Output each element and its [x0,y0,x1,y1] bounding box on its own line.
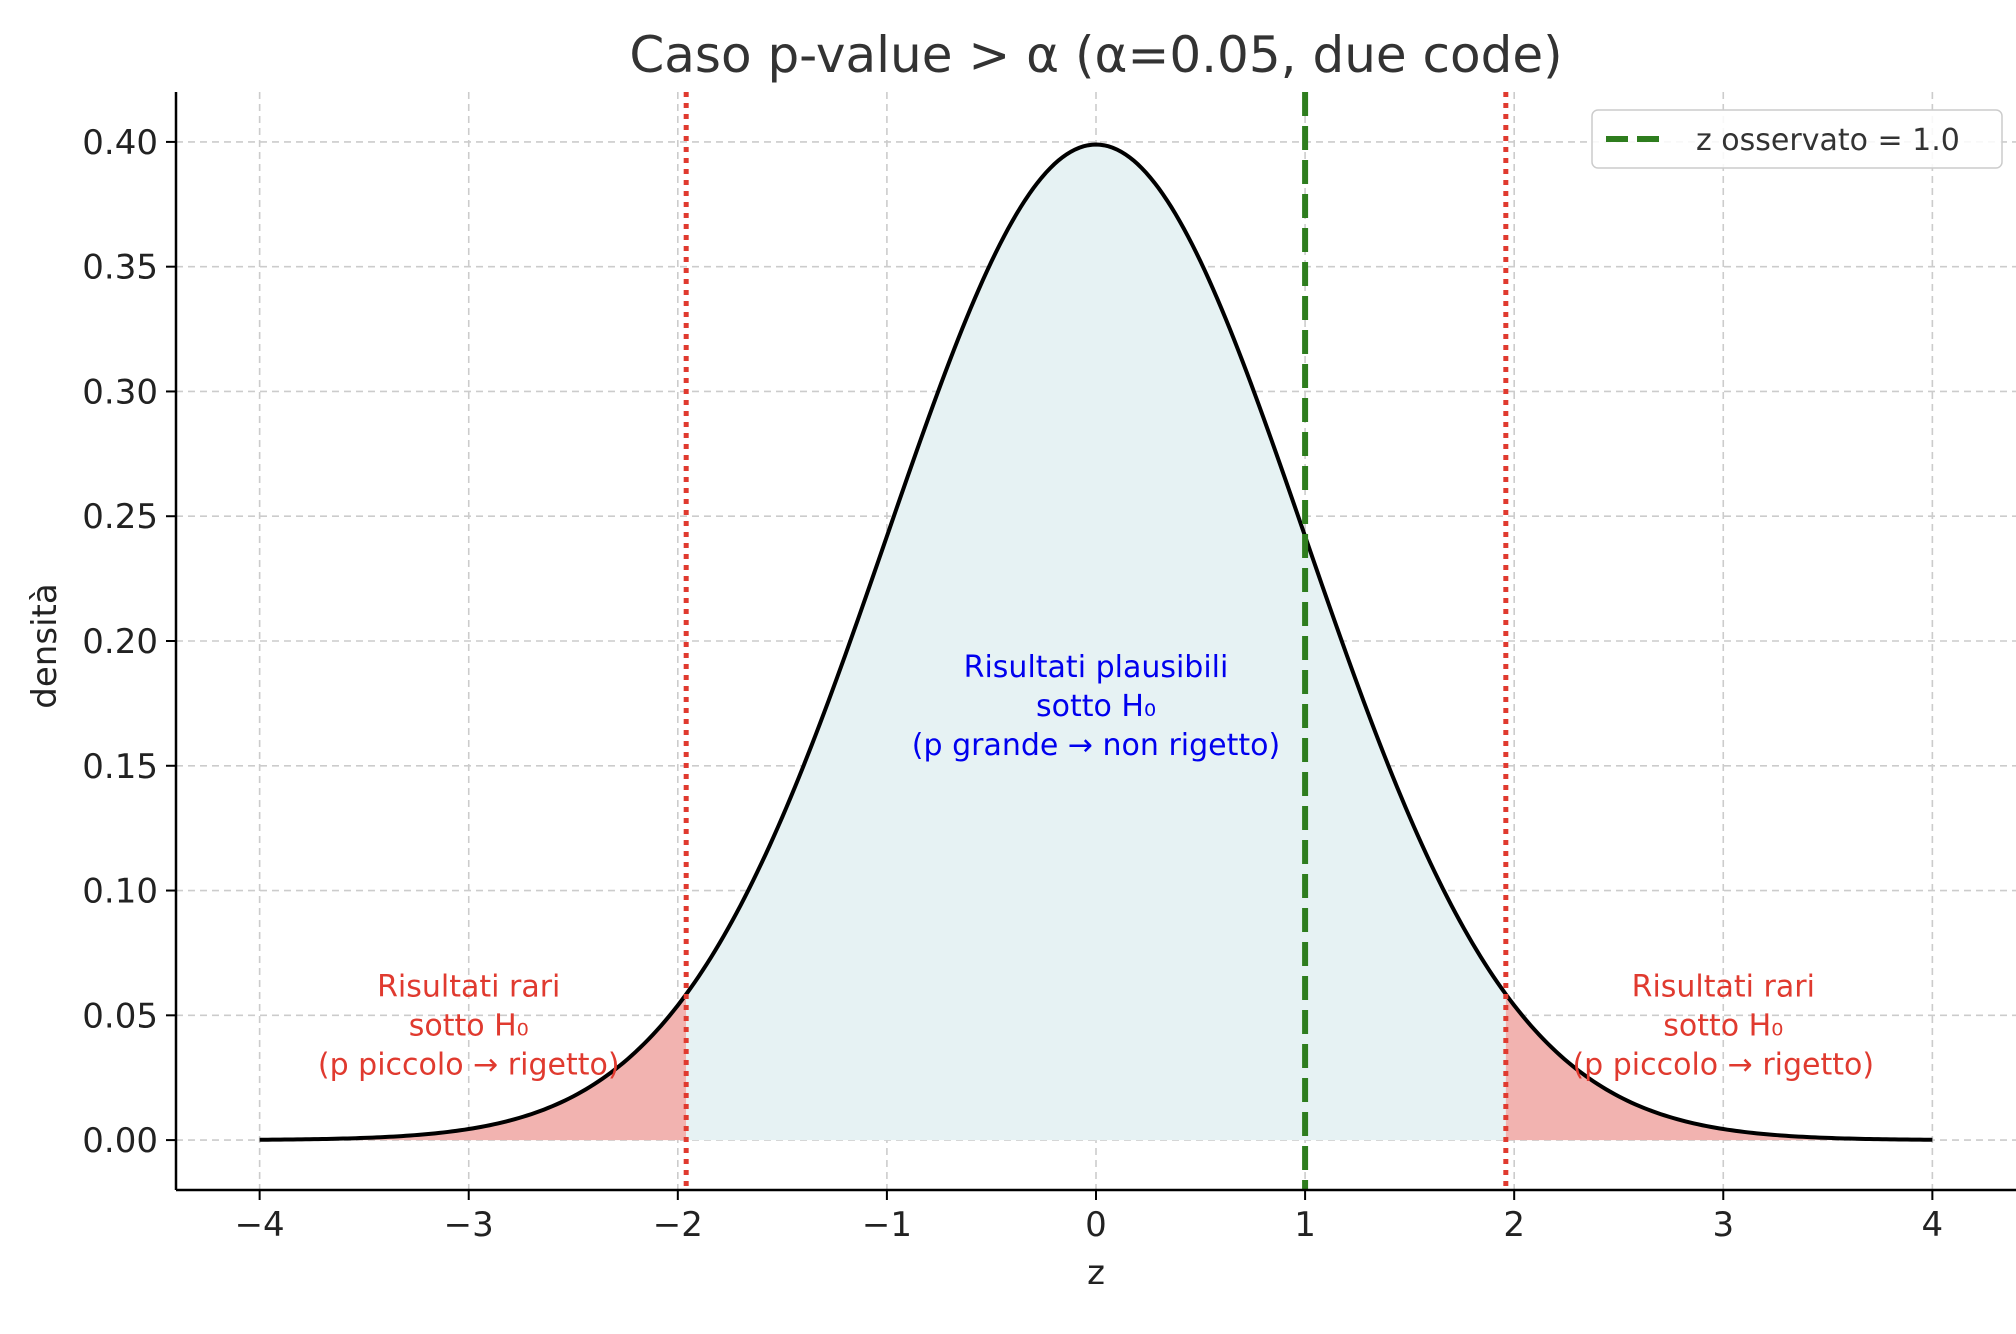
x-axis-label: z [1087,1253,1105,1293]
annotation-line: (p grande → non rigetto) [912,728,1280,763]
legend-label: z osservato = 1.0 [1696,123,1960,158]
y-tick-label: 0.35 [82,248,158,288]
annotation-center: Risultati plausibili sotto H₀ (p grande → … [912,650,1280,763]
x-tick-label: 0 [1085,1205,1107,1245]
density-curve [259,142,1933,1142]
annotation-line: Risultati rari [377,969,560,1004]
y-tick-label: 0.15 [82,747,158,787]
vertical-lines [683,92,1509,1190]
region-left-tail [259,994,687,1141]
x-tick-label: 4 [1922,1205,1944,1245]
shaded-regions [259,144,1933,1141]
chart-title: Caso p-value > α (α=0.05, due code) [629,26,1562,84]
legend: z osservato = 1.0 [1591,109,2003,169]
x-tick-label: 1 [1294,1205,1316,1245]
annotation-line: (p piccolo → rigetto) [318,1047,620,1082]
x-tick-label: 3 [1712,1205,1734,1245]
region-center [686,144,1506,1141]
region-right-tail [1505,994,1933,1141]
axes [166,92,2016,1200]
x-tick-label: 2 [1503,1205,1525,1245]
annotation-line: sotto H₀ [1036,689,1156,724]
annotation-left: Risultati rari sotto H₀ (p piccolo → riget… [318,969,620,1082]
x-tick-label: −4 [235,1205,285,1245]
density-curve-group [259,142,1933,1142]
annotation-line: sotto H₀ [1663,1008,1783,1043]
x-tick-label: −3 [444,1205,494,1245]
x-tick-label: −2 [653,1205,703,1245]
annotation-line: sotto H₀ [409,1008,529,1043]
legend-box [1591,109,2003,169]
y-tick-label: 0.25 [82,497,158,537]
y-tick-label: 0.20 [82,622,158,662]
annotations: Risultati plausibili sotto H₀ (p grande → … [318,650,1874,1082]
y-tick-label: 0.10 [82,872,158,912]
tick-labels: −4 −3 −2 −1 0 1 2 3 4 0.00 0.05 0.10 0.15 0.20 0.25 0.3… [82,123,1943,1245]
y-axis-label: densità [25,583,65,708]
y-tick-label: 0.00 [82,1121,158,1161]
x-tick-label: −1 [862,1205,912,1245]
annotation-right: Risultati rari sotto H₀ (p piccolo → riget… [1572,969,1874,1082]
y-tick-label: 0.30 [82,372,158,412]
y-tick-label: 0.05 [82,996,158,1036]
annotation-line: Risultati rari [1632,969,1815,1004]
annotation-line: Risultati plausibili [964,650,1229,685]
annotation-line: (p piccolo → rigetto) [1572,1047,1874,1082]
y-tick-label: 0.40 [82,123,158,163]
